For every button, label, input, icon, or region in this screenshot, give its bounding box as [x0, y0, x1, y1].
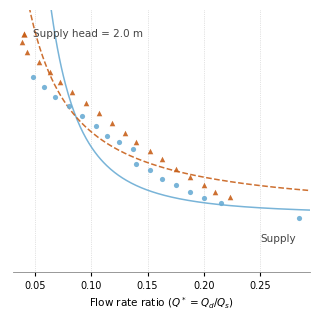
Point: [117, 140, 122, 145]
Point: [227, 194, 232, 199]
Text: Supply: Supply: [260, 234, 296, 244]
Point: [53, 94, 58, 99]
Point: [218, 201, 223, 206]
Point: [212, 189, 218, 194]
X-axis label: Flow rate ratio ($Q^* = Q_d/Q_s$): Flow rate ratio ($Q^* = Q_d/Q_s$): [89, 295, 234, 311]
Point: [201, 182, 206, 188]
Point: [21, 32, 27, 37]
Point: [134, 140, 139, 145]
Point: [66, 104, 71, 109]
Point: [188, 174, 193, 180]
Point: [42, 84, 47, 89]
Point: [57, 79, 62, 84]
Point: [30, 74, 36, 79]
Point: [109, 120, 114, 125]
Point: [93, 124, 99, 129]
Point: [147, 148, 152, 153]
Point: [70, 89, 75, 94]
Point: [201, 196, 206, 201]
Point: [131, 147, 136, 152]
Point: [297, 215, 302, 220]
Point: [97, 110, 102, 116]
Point: [105, 133, 110, 139]
Point: [173, 166, 178, 171]
Point: [83, 100, 88, 106]
Text: Supply head = 2.0 m: Supply head = 2.0 m: [33, 29, 143, 39]
Point: [160, 156, 165, 161]
Point: [19, 40, 24, 45]
Point: [36, 60, 41, 65]
Point: [47, 69, 52, 75]
Point: [147, 168, 152, 173]
Point: [80, 114, 85, 119]
Point: [173, 182, 178, 188]
Point: [188, 189, 193, 194]
Point: [134, 161, 139, 166]
Point: [123, 130, 128, 135]
Point: [160, 176, 165, 181]
Point: [25, 50, 30, 55]
